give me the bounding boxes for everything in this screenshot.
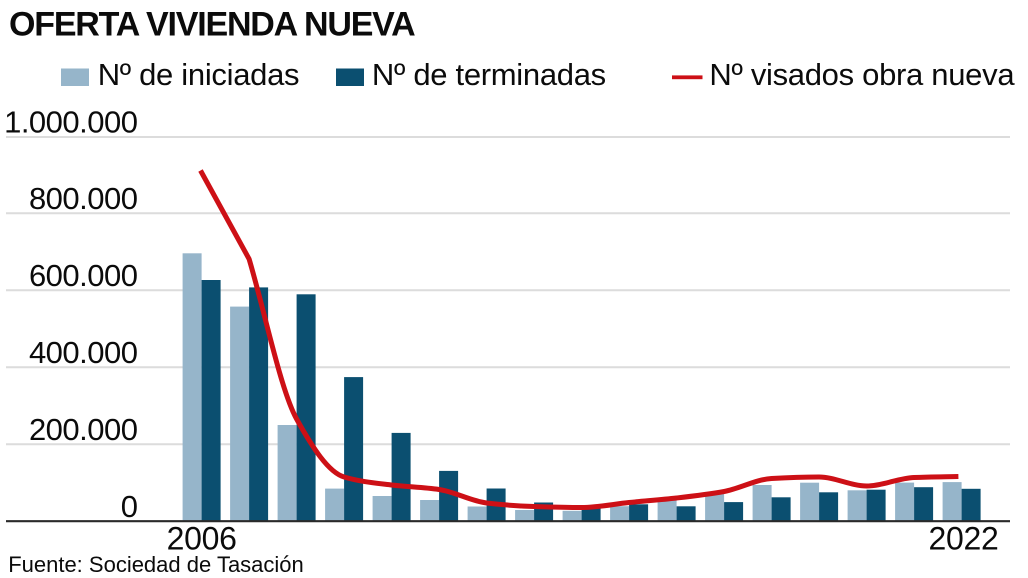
svg-text:1.000.000: 1.000.000 <box>4 105 138 140</box>
svg-text:600.000: 600.000 <box>29 258 138 293</box>
svg-text:2022: 2022 <box>929 521 999 557</box>
svg-text:2006: 2006 <box>167 521 237 557</box>
svg-text:Nº de terminadas: Nº de terminadas <box>372 57 606 92</box>
svg-text:800.000: 800.000 <box>29 181 138 216</box>
svg-text:Nº de iniciadas: Nº de iniciadas <box>98 57 300 92</box>
svg-text:Nº visados obra nueva: Nº visados obra nueva <box>709 57 1015 92</box>
svg-text:200.000: 200.000 <box>29 412 138 447</box>
svg-text:OFERTA VIVIENDA NUEVA: OFERTA VIVIENDA NUEVA <box>9 5 415 43</box>
svg-text:400.000: 400.000 <box>29 335 138 370</box>
svg-text:Fuente: Sociedad de Tasación: Fuente: Sociedad de Tasación <box>8 552 304 577</box>
svg-text:0: 0 <box>121 489 138 524</box>
